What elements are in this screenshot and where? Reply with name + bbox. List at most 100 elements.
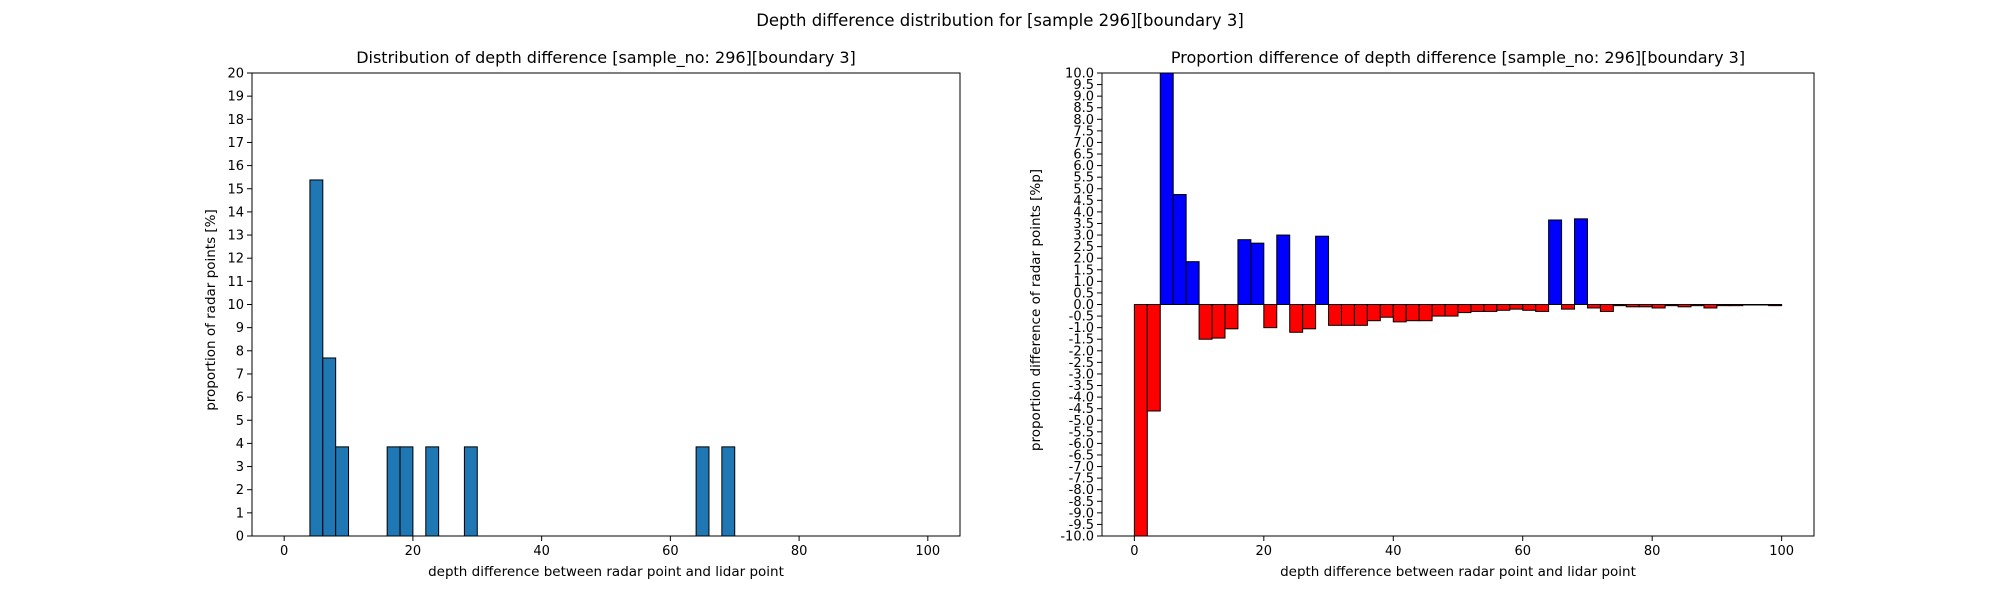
right-chart-bar-5 — [1198, 304, 1213, 340]
right-chart-y-tick-label-8: -6.0 — [1069, 437, 1094, 452]
left-chart-y-tick-label-20: 20 — [227, 67, 244, 82]
left-chart-bar-6 — [463, 446, 478, 537]
right-chart-y-tick-label-12: -4.0 — [1069, 391, 1094, 406]
left-chart-bars — [309, 179, 736, 537]
right-chart-y-tick-label-19: -0.5 — [1069, 310, 1094, 325]
right-chart: Proportion difference of depth differenc… — [1028, 48, 1815, 580]
right-chart-bar-49 — [1768, 304, 1783, 307]
left-chart-bar-8 — [721, 446, 736, 537]
right-chart-bar-37 — [1612, 304, 1627, 307]
right-chart-y-tick-label-0: -10.0 — [1060, 530, 1094, 545]
right-chart-y-tick-label-5: -7.5 — [1069, 472, 1094, 487]
left-chart-bar-3 — [386, 446, 401, 537]
right-chart-bar-28 — [1496, 304, 1511, 311]
right-chart-bar-12 — [1289, 304, 1304, 333]
right-chart-bar-6 — [1211, 304, 1226, 339]
left-chart-y-tick-label-2: 2 — [236, 483, 244, 498]
right-chart-x-ticks: 0 20 40 60 80 100 — [1130, 536, 1794, 559]
left-chart-bar-4 — [399, 446, 414, 537]
right-chart-y-tick-label-15: -2.5 — [1069, 356, 1094, 371]
right-chart-bar-1 — [1146, 304, 1161, 412]
left-chart-x-tick-label-0: 0 — [280, 544, 288, 559]
right-chart-bar-11 — [1276, 234, 1291, 305]
right-chart-y-tick-label-39: 9.5 — [1073, 78, 1094, 93]
right-chart-y-tick-label-30: 5.0 — [1073, 182, 1094, 197]
left-chart-y-tick-label-17: 17 — [227, 136, 244, 151]
right-chart-y-tick-label-4: -8.0 — [1069, 483, 1094, 498]
left-chart-y-tick-label-0: 0 — [236, 530, 244, 545]
left-chart-title: Distribution of depth difference [sample… — [356, 48, 856, 68]
right-chart-y-tick-label-10: -5.0 — [1069, 414, 1094, 429]
left-chart-y-tick-label-6: 6 — [236, 391, 244, 406]
right-chart-y-tick-label-38: 9.0 — [1073, 90, 1094, 105]
right-chart-y-tick-label-11: -4.5 — [1069, 402, 1094, 417]
left-chart-y-tick-label-5: 5 — [236, 414, 244, 429]
right-chart-bar-43 — [1690, 304, 1705, 307]
right-chart-bar-3 — [1172, 194, 1187, 306]
right-chart-bar-18 — [1366, 304, 1381, 322]
right-chart-bar-15 — [1328, 304, 1342, 326]
left-chart-x-tick-label-1: 20 — [405, 544, 422, 559]
left-chart-bar-2 — [335, 446, 350, 537]
right-chart-y-tick-label-6: -7.0 — [1069, 460, 1094, 475]
right-chart-y-tick-label-13: -3.5 — [1069, 379, 1094, 394]
left-chart-x-ticks: 0 20 40 60 80 100 — [280, 536, 940, 559]
left-chart-bar-0 — [309, 179, 324, 537]
right-chart-bar-42 — [1677, 304, 1692, 308]
right-chart-bar-26 — [1470, 304, 1485, 312]
right-chart-y-tick-label-17: -1.5 — [1069, 333, 1094, 348]
right-chart-bar-23 — [1431, 304, 1446, 317]
left-chart-y-tick-label-14: 14 — [227, 205, 244, 220]
right-chart-y-tick-label-31: 5.5 — [1073, 171, 1094, 186]
right-chart-y-tick-label-14: -3.0 — [1069, 367, 1094, 382]
right-chart-bar-21 — [1405, 304, 1420, 322]
right-chart-bar-24 — [1444, 304, 1459, 317]
right-chart-x-label: depth difference between radar point and… — [1280, 564, 1636, 580]
right-chart-bar-29 — [1509, 304, 1524, 310]
right-chart-y-tick-label-35: 7.5 — [1073, 124, 1094, 139]
right-chart-y-tick-label-26: 3.0 — [1073, 229, 1094, 244]
left-chart-y-tick-label-19: 19 — [227, 90, 244, 105]
right-chart-y-tick-label-36: 8.0 — [1073, 113, 1094, 128]
right-chart-y-tick-label-20: 0.0 — [1073, 298, 1094, 313]
right-chart-title: Proportion difference of depth differenc… — [1171, 48, 1745, 68]
left-chart-x-label: depth difference between radar point and… — [428, 564, 784, 580]
right-chart-y-label: proportion difference of radar points [%… — [1028, 169, 1044, 451]
left-chart-x-tick-label-2: 40 — [533, 544, 550, 559]
left-chart-y-tick-label-1: 1 — [236, 506, 244, 521]
right-chart-y-tick-label-7: -6.5 — [1069, 448, 1094, 463]
right-chart-bar-35 — [1586, 304, 1601, 309]
left-chart-bar-5 — [425, 446, 440, 537]
left-chart-y-tick-label-12: 12 — [227, 252, 244, 267]
right-chart-y-ticks: -10.0-9.5-9.0-8.5-8.0-7.5-7.0-6.5-6.0-5.… — [1060, 67, 1102, 545]
right-chart-x-tick-label-4: 80 — [1644, 544, 1661, 559]
right-chart-x-tick-label-3: 60 — [1514, 544, 1531, 559]
right-chart-y-tick-label-18: -1.0 — [1069, 321, 1094, 336]
left-chart-y-tick-label-15: 15 — [227, 182, 244, 197]
right-chart-bar-32 — [1548, 219, 1563, 305]
right-chart-y-tick-label-22: 1.0 — [1073, 275, 1094, 290]
right-chart-y-tick-label-21: 0.5 — [1073, 286, 1094, 301]
right-chart-bar-30 — [1522, 304, 1537, 311]
right-chart-bar-8 — [1237, 239, 1252, 305]
left-chart-axes-frame — [251, 72, 961, 537]
right-chart-y-tick-label-37: 8.5 — [1073, 101, 1094, 116]
left-chart-y-tick-label-13: 13 — [227, 229, 244, 244]
right-chart-bar-10 — [1263, 304, 1278, 329]
right-chart-bar-39 — [1638, 304, 1653, 308]
right-chart-x-tick-label-1: 20 — [1256, 544, 1273, 559]
right-chart-bars — [1133, 72, 1783, 537]
right-chart-y-tick-label-16: -2.0 — [1069, 344, 1094, 359]
right-chart-y-tick-label-1: -9.5 — [1069, 518, 1094, 533]
right-chart-y-tick-label-34: 7.0 — [1073, 136, 1094, 151]
left-chart: Distribution of depth difference [sample… — [203, 48, 961, 580]
figure-suptitle: Depth difference distribution for [sampl… — [756, 11, 1244, 30]
left-chart-bar-1 — [322, 357, 337, 537]
right-chart-axes-frame — [1101, 72, 1815, 537]
right-chart-x-tick-label-0: 0 — [1130, 544, 1138, 559]
right-chart-bar-0 — [1133, 304, 1148, 537]
right-chart-bar-7 — [1224, 304, 1239, 330]
right-chart-bar-2 — [1159, 72, 1174, 305]
right-chart-y-tick-label-9: -5.5 — [1069, 425, 1094, 440]
